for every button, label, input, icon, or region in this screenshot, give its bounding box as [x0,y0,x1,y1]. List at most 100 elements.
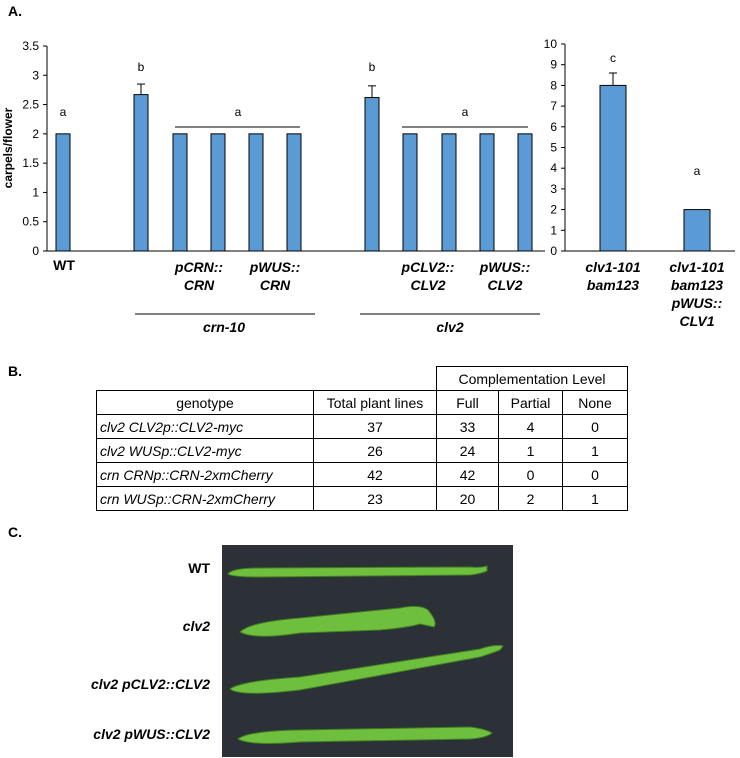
table-row: clv2 CLV2p::CLV2-myc 37 33 4 0 [96,414,628,439]
header-cell: Full [436,390,499,415]
label-line: clv1-101 [585,259,640,275]
header-cell: Partial [498,390,563,415]
cell: 0 [562,462,628,487]
cell: 1 [498,438,563,463]
bar [599,84,627,252]
table-row: crn CRNp::CRN-2xmCherry 42 42 0 0 [96,462,628,487]
error-bar [137,83,145,95]
cell: 4 [498,414,563,439]
cell: 2 [498,486,563,511]
bar [210,133,226,252]
pod [227,565,488,578]
bar [133,94,149,252]
group-label: clv2 [436,319,463,335]
label-line: bam123 [587,277,639,293]
header-cell: genotype [96,390,314,415]
x-tick-label: pCLV2:: CLV2 [401,259,455,293]
bar [172,133,188,252]
y-tick-label: 7 [550,99,557,113]
significance-letter: c [610,51,616,65]
cell: 1 [562,486,628,511]
label-line: pWUS:: [479,259,531,275]
cell: 23 [313,486,437,511]
cell: clv2 WUSp::CLV2-myc [96,438,314,463]
pod [239,605,436,637]
x-tick-label: pWUS:: CLV2 [479,259,531,293]
group-label: crn-10 [203,319,245,335]
significance-letter: b [138,60,145,74]
cell: 26 [313,438,437,463]
table-header-row: Complementation Level [97,366,628,391]
y-axis-label: carpels/flower [1,107,15,188]
blank-cell [97,367,437,391]
y-tick-label: 6 [550,120,557,134]
header-cell: Total plant lines [313,390,437,415]
y-tick-label: 2.5 [22,98,39,112]
cell: 0 [562,414,628,439]
y-tick-label: 4 [550,161,557,175]
header-cell: Complementation Level [436,366,628,391]
pods [227,565,504,744]
label-line: CRN [184,277,215,293]
header-cell: None [562,390,628,415]
photo-label: clv2 [183,618,210,634]
significance-letter: b [369,60,376,74]
bar [517,133,533,252]
y-tick-label: 0.5 [22,215,39,229]
table-header-row: genotype Total plant lines Full Partial … [96,390,628,415]
y-tick-label: 2 [32,127,39,141]
y-tick-label: 10 [544,37,558,51]
x-tick-label: clv1-101 bam123 [585,259,640,293]
bar [402,133,418,252]
error-bar [368,85,376,98]
cell: 42 [313,462,437,487]
y-tick-label: 9 [550,58,557,72]
label-line: CLV2 [410,277,445,293]
table-row: crn WUSp::CRN-2xmCherry 23 20 2 1 [96,486,628,511]
y-tick-label: 1 [550,223,557,237]
x-tick-label: pWUS:: CRN [249,259,301,293]
label-line: CLV1 [679,313,714,329]
label-line: pWUS:: [671,295,723,311]
photo-label: clv2 pWUS::CLV2 [93,726,210,742]
label-line: bam123 [671,277,723,293]
y-tick-label: 1.5 [22,156,39,170]
cell: 24 [436,438,499,463]
cell: 20 [436,486,499,511]
cell: clv2 CLV2p::CLV2-myc [96,414,314,439]
label-line: CRN [260,277,291,293]
significance-letter: a [462,105,469,119]
y-tick-label: 3 [32,68,39,82]
bar [248,133,264,252]
cell: 1 [562,438,628,463]
label-line: pWUS:: [249,259,301,275]
bar [441,133,457,252]
bar [479,133,495,252]
significance-letter: a [60,105,67,119]
cell: 33 [436,414,499,439]
bar [286,133,302,252]
y-tick-label: 0 [32,244,39,258]
y-tick-label: 3.5 [22,39,39,53]
x-tick-label: pCRN:: CRN [174,259,223,293]
table-row: clv2 WUSp::CLV2-myc 26 24 1 1 [96,438,628,463]
cell: 0 [498,462,563,487]
label-line: clv1-101 [669,259,724,275]
y-tick-label: 0 [550,244,557,258]
significance-letter: a [694,164,701,178]
y-tick-label: 5 [550,141,557,155]
significance-letter: a [235,105,242,119]
label-line: CLV2 [487,277,522,293]
x-tick-label: WT [53,257,75,273]
y-tick-label: 8 [550,78,557,92]
pod [229,644,504,694]
y-tick-label: 1 [32,185,39,199]
cell: 42 [436,462,499,487]
cell: crn WUSp::CRN-2xmCherry [96,486,314,511]
bar [364,97,380,252]
table: Complementation Level genotype Total pla… [96,366,628,511]
y-tick-label: 3 [550,182,557,196]
